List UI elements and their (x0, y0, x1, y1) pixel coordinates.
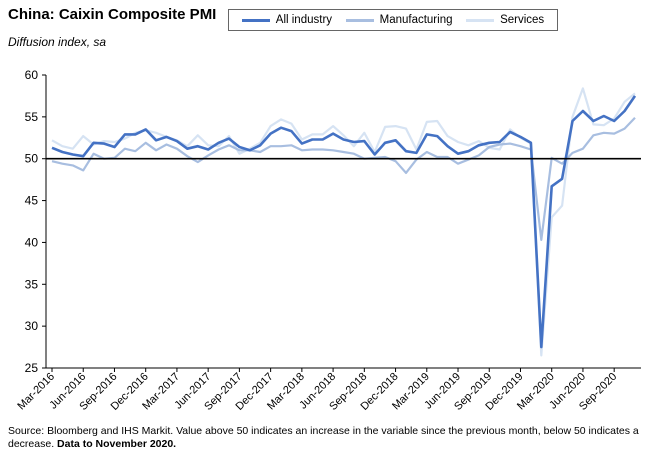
legend-label-services: Services (500, 14, 545, 26)
y-tick-label: 30 (25, 319, 39, 333)
legend-item-manufacturing: Manufacturing (345, 14, 453, 26)
legend-swatch-all-industry (241, 18, 270, 22)
y-tick-label: 45 (25, 194, 39, 208)
y-axis-label: Diffusion index, sa (8, 35, 107, 49)
legend-swatch-manufacturing (345, 18, 374, 22)
series-line-all-industry (51, 95, 637, 349)
legend-item-all-industry: All industry (241, 14, 333, 26)
series-line-services (51, 87, 636, 357)
footnote-emphasis: Data to November 2020. (57, 438, 177, 450)
series-line-manufacturing (51, 116, 636, 241)
y-tick-label: 40 (25, 235, 39, 249)
chart-title: China: Caixin Composite PMI (8, 6, 217, 23)
legend-label-all-industry: All industry (275, 14, 333, 26)
footnote-text: Source: Bloomberg and IHS Markit. Value … (8, 425, 639, 450)
y-tick-label: 35 (25, 277, 39, 291)
y-tick-label: 50 (25, 152, 39, 166)
y-tick-label: 25 (25, 361, 39, 375)
legend-item-services: Services (466, 14, 544, 26)
footnote: Source: Bloomberg and IHS Markit. Value … (8, 425, 644, 451)
legend-label-manufacturing: Manufacturing (379, 14, 453, 26)
y-tick-label: 60 (25, 68, 39, 82)
y-tick-label: 55 (25, 110, 39, 124)
legend-swatch-services (466, 18, 495, 22)
line-chart: 2530354045505560Mar-2016Jun-2016Sep-2016… (15, 68, 641, 413)
legend: All industry Manufacturing Services (228, 9, 558, 31)
